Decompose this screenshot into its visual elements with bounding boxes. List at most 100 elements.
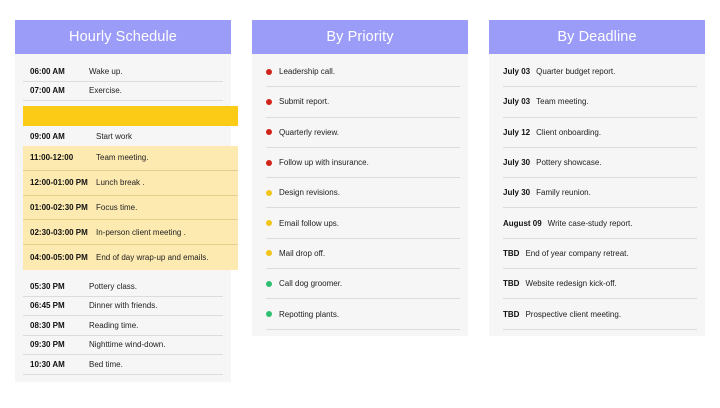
schedule-task: Team meeting. <box>96 153 149 163</box>
deadline-item: July 30 Family reunion. <box>503 178 697 209</box>
priority-item: Design revisions. <box>266 178 460 209</box>
deadline-task: Client onboarding. <box>536 127 602 137</box>
schedule-row-highlight-start: 09:00 AM Start work <box>23 126 238 146</box>
schedule-time: 06:45 PM <box>30 301 65 311</box>
deadline-item: July 30 Pottery showcase. <box>503 148 697 179</box>
priority-task: Repotting plants. <box>279 309 340 319</box>
priority-card: By Priority Leadership call. Submit repor… <box>252 20 468 336</box>
priority-task: Leadership call. <box>279 67 336 77</box>
deadline-date: July 30 <box>503 158 531 168</box>
priority-item: Email follow ups. <box>266 208 460 239</box>
deadline-task: Quarter budget report. <box>536 67 616 77</box>
schedule-time: 06:00 AM <box>30 66 65 76</box>
schedule-time: 11:00-12:00 <box>30 153 74 163</box>
schedule-time: 12:00-01:00 PM <box>30 178 88 188</box>
schedule-time: 04:00-05:00 PM <box>30 253 88 263</box>
highlight-start-band <box>23 106 238 126</box>
schedule-task: End of day wrap-up and emails. <box>96 253 209 263</box>
deadline-item: July 03 Quarter budget report. <box>503 57 697 88</box>
priority-high-dot-icon <box>266 98 272 105</box>
schedule-time: 01:00-02:30 PM <box>30 202 88 212</box>
deadline-date: August 09 <box>503 218 542 228</box>
priority-task: Call dog groomer. <box>279 279 343 289</box>
priority-item: Submit report. <box>266 87 460 118</box>
schedule-task: Lunch break . <box>96 178 145 188</box>
deadline-date: July 30 <box>503 188 531 198</box>
schedule-task: Focus time. <box>96 202 138 212</box>
schedule-time: 10:30 AM <box>30 359 65 369</box>
priority-item: Call dog groomer. <box>266 269 460 300</box>
priority-task: Follow up with insurance. <box>279 158 369 168</box>
schedule-row: 10:30 AM Bed time. <box>23 355 223 375</box>
priority-high-dot-icon <box>266 159 272 166</box>
hourly-list-after: 05:30 PM Pottery class. 06:45 PM Dinner wit… <box>15 277 231 375</box>
schedule-time: 09:00 AM <box>30 131 65 141</box>
priority-high-dot-icon <box>266 129 272 136</box>
schedule-row-highlighted: 11:00-12:00 Team meeting. <box>23 146 238 171</box>
schedule-row: 05:30 PM Pottery class. <box>23 277 223 297</box>
highlight-work-band <box>23 146 238 270</box>
deadline-item: TBD Prospective client meeting. <box>503 299 697 330</box>
schedule-row: 09:30 PM Nighttime wind-down. <box>23 336 223 355</box>
deadline-list: July 03 Quarter budget report. July 03 Team… <box>489 57 705 330</box>
priority-medium-dot-icon <box>266 189 272 196</box>
deadline-date: July 03 <box>503 97 531 107</box>
schedule-task: Nighttime wind-down. <box>89 340 166 350</box>
schedule-time: 05:30 PM <box>30 281 65 291</box>
priority-medium-dot-icon <box>266 250 272 257</box>
schedule-task: Start work <box>96 131 133 141</box>
schedule-row-highlighted: 04:00-05:00 PM End of day wrap-up and ema… <box>23 245 238 270</box>
priority-low-dot-icon <box>266 311 272 318</box>
deadline-card: By Deadline July 03 Quarter budget report… <box>489 20 705 336</box>
deadline-date: TBD <box>503 309 520 319</box>
priority-item: Repotting plants. <box>266 299 460 330</box>
deadline-task: Team meeting. <box>536 97 589 107</box>
schedule-time: 09:30 PM <box>30 340 65 350</box>
deadline-task: Pottery showcase. <box>536 158 602 168</box>
priority-task: Quarterly review. <box>279 127 340 137</box>
schedule-task: Dinner with friends. <box>89 301 158 311</box>
priority-task: Email follow ups. <box>279 218 340 228</box>
schedule-task: Reading time. <box>89 320 139 330</box>
priority-item: Follow up with insurance. <box>266 148 460 179</box>
deadline-date: July 03 <box>503 67 531 77</box>
deadline-task: Website redesign kick-off. <box>525 279 617 289</box>
schedule-row: 06:45 PM Dinner with friends. <box>23 297 223 316</box>
schedule-row: 06:00 AM Wake up. <box>23 62 223 82</box>
priority-task: Submit report. <box>279 97 330 107</box>
schedule-time: 07:00 AM <box>30 86 65 96</box>
deadline-title: By Deadline <box>489 20 705 54</box>
deadline-item: August 09 Write case-study report. <box>503 208 697 239</box>
deadline-task: Family reunion. <box>536 188 591 198</box>
deadline-task: End of year company retreat. <box>525 248 629 258</box>
deadline-item: TBD End of year company retreat. <box>503 239 697 270</box>
schedule-task: Pottery class. <box>89 281 138 291</box>
schedule-time: 08:30 PM <box>30 320 65 330</box>
priority-task: Mail drop off. <box>279 248 326 258</box>
priority-low-dot-icon <box>266 280 272 287</box>
priority-item: Mail drop off. <box>266 239 460 270</box>
priority-item: Leadership call. <box>266 57 460 88</box>
deadline-task: Prospective client meeting. <box>525 309 622 319</box>
deadline-item: July 03 Team meeting. <box>503 87 697 118</box>
priority-item: Quarterly review. <box>266 118 460 148</box>
schedule-task: Exercise. <box>89 86 122 96</box>
deadline-item: July 12 Client onboarding. <box>503 118 697 148</box>
priority-list: Leadership call. Submit report. Quarterly … <box>252 57 468 330</box>
schedule-row-highlighted: 02:30-03:00 PM In-person client meeting . <box>23 220 238 246</box>
schedule-row-highlighted: 12:00-01:00 PM Lunch break . <box>23 171 238 196</box>
hourly-schedule-title: Hourly Schedule <box>15 20 231 54</box>
deadline-date: July 12 <box>503 127 531 137</box>
schedule-row-highlighted: 01:00-02:30 PM Focus time. <box>23 196 238 221</box>
deadline-date: TBD <box>503 279 520 289</box>
schedule-time: 02:30-03:00 PM <box>30 227 88 237</box>
priority-task: Design revisions. <box>279 188 340 198</box>
schedule-row: 08:30 PM Reading time. <box>23 316 223 336</box>
priority-high-dot-icon <box>266 68 272 75</box>
priority-medium-dot-icon <box>266 220 272 227</box>
schedule-row: 07:00 AM Exercise. <box>23 82 223 101</box>
schedule-task: Bed time. <box>89 359 123 369</box>
schedule-task: Wake up. <box>89 66 123 76</box>
schedule-task: In-person client meeting . <box>96 227 186 237</box>
deadline-date: TBD <box>503 248 520 258</box>
